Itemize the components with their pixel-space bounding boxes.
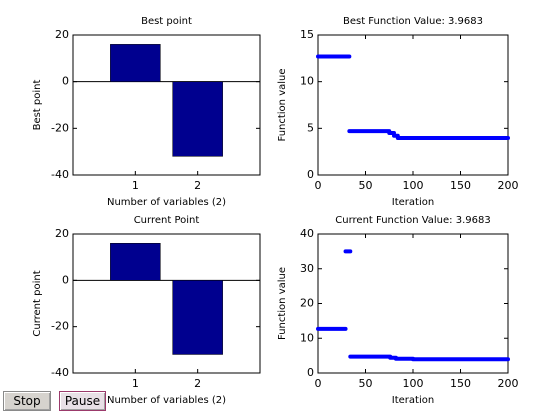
- chart4-ytick-label: 10: [300, 331, 314, 344]
- chart3-bar-2: [172, 280, 223, 355]
- chart4-xtick-label: 100: [403, 377, 424, 390]
- chart4-ytick-label: 40: [300, 227, 314, 240]
- chart3-title: Current Point: [134, 215, 200, 226]
- chart1-title: Best point: [141, 16, 192, 27]
- chart2-xtick-label: 0: [315, 179, 322, 192]
- chart4-axes-box: [317, 233, 509, 374]
- stop-button[interactable]: Stop: [3, 391, 51, 411]
- chart3-xlabel: Number of variables (2): [107, 395, 226, 406]
- chart2-xtick-label: 100: [403, 179, 424, 192]
- chart1-ytick-label: -40: [51, 168, 69, 181]
- chart3-ytick-label: -20: [51, 320, 69, 333]
- chart3-axes-box: [72, 233, 261, 374]
- chart4-title: Current Function Value: 3.9683: [335, 215, 490, 226]
- chart4-ylabel: Function value: [277, 267, 288, 340]
- chart3-ytick-label: -40: [51, 366, 69, 379]
- chart2-ytick-label: 10: [300, 75, 314, 88]
- chart1-ytick-label: 20: [55, 28, 69, 41]
- chart2-ytick-label: 5: [307, 121, 314, 134]
- chart1-ylabel: Best point: [32, 80, 43, 131]
- chart1-xlabel: Number of variables (2): [107, 197, 226, 208]
- chart2-xtick-label: 50: [359, 179, 373, 192]
- chart2-xtick-label: 150: [450, 179, 471, 192]
- chart3-xtick-label: 2: [194, 377, 201, 390]
- chart3-xtick-label: 1: [132, 377, 139, 390]
- chart2-ytick-label: 0: [307, 168, 314, 181]
- chart3-ylabel: Current point: [32, 270, 43, 336]
- chart4-ytick-label: 20: [300, 297, 314, 310]
- chart4-ytick-label: 30: [300, 262, 314, 275]
- chart1-xtick-label: 2: [194, 179, 201, 192]
- chart1-xtick-label: 1: [132, 179, 139, 192]
- pause-button[interactable]: Pause: [59, 391, 106, 411]
- chart4-xtick-label: 50: [359, 377, 373, 390]
- chart4-xtick-label: 150: [450, 377, 471, 390]
- chart4-ytick-label: 0: [307, 366, 314, 379]
- chart2-xlabel: Iteration: [392, 197, 434, 208]
- chart1-bar-1: [110, 44, 161, 82]
- chart3-ytick-label: 0: [62, 273, 69, 286]
- chart4-xtick-label: 0: [315, 377, 322, 390]
- chart4-xlabel: Iteration: [392, 395, 434, 406]
- chart2-ylabel: Function value: [277, 68, 288, 141]
- chart3-bar-1: [110, 243, 161, 281]
- chart4-xtick-label: 200: [498, 377, 519, 390]
- chart2-title: Best Function Value: 3.9683: [343, 16, 483, 27]
- chart1-ytick-label: -20: [51, 121, 69, 134]
- chart1-ytick-label: 0: [62, 75, 69, 88]
- chart2-ytick-label: 15: [300, 28, 314, 41]
- chart1-bar-2: [172, 81, 223, 157]
- chart1-axes-box: [72, 34, 261, 176]
- chart2-xtick-label: 200: [498, 179, 519, 192]
- chart3-ytick-label: 20: [55, 227, 69, 240]
